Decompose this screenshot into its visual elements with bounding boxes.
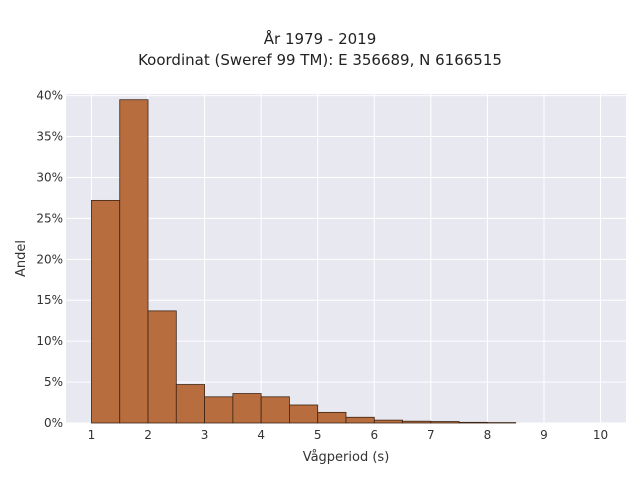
- grid-lines: [66, 94, 626, 424]
- x-tick-label: 7: [427, 428, 435, 442]
- chart-title-line-1: År 1979 - 2019: [263, 30, 377, 48]
- histogram-bar: [232, 393, 262, 424]
- x-axis-label: Vågperiod (s): [303, 450, 390, 465]
- y-tick-label: 40%: [36, 89, 63, 103]
- histogram-bar: [458, 421, 488, 424]
- y-tick-label: 35%: [36, 130, 63, 144]
- histogram-bars: [91, 99, 517, 424]
- chart-title-line-2: Koordinat (Sweref 99 TM): E 356689, N 61…: [138, 51, 502, 69]
- histogram-bar: [260, 396, 290, 424]
- y-tick-label: 30%: [36, 170, 63, 184]
- x-tick-label: 8: [484, 428, 492, 442]
- y-tick-label: 0%: [44, 416, 63, 430]
- x-axis-ticks: 1 2 3 4 5 6 7 8 9 10: [88, 428, 609, 442]
- x-tick-label: 9: [540, 428, 548, 442]
- y-axis-ticks: 0% 5% 10% 15% 20% 25% 30% 35% 40%: [36, 89, 63, 430]
- histogram-bar: [175, 384, 205, 424]
- x-tick-label: 10: [593, 428, 608, 442]
- y-tick-label: 10%: [36, 334, 63, 348]
- x-tick-label: 1: [88, 428, 96, 442]
- histogram-bar: [317, 411, 347, 424]
- y-tick-label: 20%: [36, 252, 63, 266]
- histogram-bar: [373, 419, 403, 424]
- x-tick-label: 6: [370, 428, 378, 442]
- y-tick-label: 5%: [44, 375, 63, 389]
- histogram-bar: [345, 416, 375, 424]
- y-tick-label: 15%: [36, 293, 63, 307]
- histogram-bar: [402, 420, 432, 424]
- y-axis-label: Andel: [14, 240, 29, 277]
- histogram-bar: [147, 310, 177, 424]
- histogram-bar: [289, 404, 319, 424]
- x-tick-label: 4: [257, 428, 265, 442]
- histogram-bar: [119, 99, 149, 424]
- x-tick-label: 3: [201, 428, 209, 442]
- y-tick-label: 25%: [36, 211, 63, 225]
- histogram-bar: [430, 421, 460, 424]
- histogram-bar: [91, 199, 121, 424]
- x-tick-label: 2: [144, 428, 152, 442]
- histogram-bar: [204, 396, 234, 424]
- x-tick-label: 5: [314, 428, 322, 442]
